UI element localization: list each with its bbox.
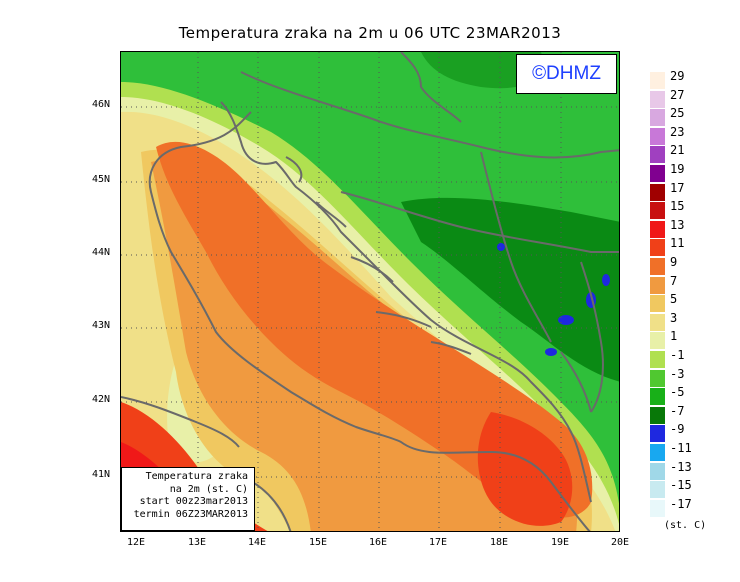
- cold-spot-5: [497, 243, 505, 251]
- legend-label: -9: [670, 422, 685, 437]
- lon-label-16e: 16E: [368, 537, 388, 548]
- legend-label: 13: [670, 217, 685, 232]
- legend-label: -15: [670, 478, 692, 493]
- map-title: Temperatura zraka na 2m u 06 UTC 23MAR20…: [178, 24, 562, 42]
- coastlines: [121, 52, 619, 531]
- legend-label: -13: [670, 459, 692, 474]
- info-line-4: termin 06Z23MAR2013: [133, 508, 248, 520]
- legend-swatch: [650, 258, 665, 275]
- legend-label: 3: [670, 310, 678, 325]
- lon-label-14e: 14E: [247, 537, 267, 548]
- legend-swatch: [650, 202, 665, 220]
- lon-label-15e: 15E: [308, 537, 328, 548]
- cold-spot-4: [602, 274, 610, 286]
- legend-swatch: [650, 406, 665, 424]
- lon-label-13e: 13E: [187, 537, 207, 548]
- legend-swatch: [650, 351, 665, 368]
- cold-spot-1: [558, 315, 574, 325]
- graticule: [121, 52, 619, 531]
- lat-label-44n: 44N: [92, 247, 111, 258]
- dhmz-logo: ©DHMZ: [516, 54, 617, 94]
- info-box: Temperatura zraka na 2m (st. C) start 00…: [121, 467, 255, 531]
- lon-label-12e: 12E: [126, 537, 146, 548]
- legend-swatch: [650, 499, 665, 517]
- map-canvas: [121, 52, 619, 531]
- legend-swatch: [650, 295, 665, 313]
- legend-swatch: [650, 165, 665, 182]
- legend-swatch: [650, 109, 665, 127]
- legend-swatch: [650, 183, 665, 201]
- legend-unit: (st. C): [664, 520, 707, 531]
- legend-swatch: [650, 332, 665, 350]
- legend-swatch: [650, 388, 665, 406]
- legend-label: -11: [670, 441, 692, 455]
- info-line-1: Temperatura zraka: [145, 471, 248, 482]
- legend-swatch: [650, 313, 665, 331]
- legend-label: 29: [670, 69, 685, 83]
- lat-label-43n: 43N: [92, 320, 111, 331]
- legend-swatch: [650, 90, 665, 108]
- legend-swatch: [650, 369, 665, 387]
- temperature-map: [120, 51, 620, 532]
- legend-swatch: [650, 444, 665, 461]
- lon-label-20e: 20E: [610, 537, 630, 548]
- lat-label-41n: 41N: [92, 469, 111, 480]
- legend-label: 11: [670, 236, 685, 251]
- legend-label: 7: [670, 273, 678, 288]
- legend-label: 25: [670, 106, 685, 121]
- legend-label: 9: [670, 255, 678, 269]
- legend-label: 21: [670, 143, 685, 158]
- legend-label: 23: [670, 124, 685, 139]
- hot-spot-south: [477, 412, 573, 526]
- legend-label: 19: [670, 162, 685, 176]
- legend-swatch: [650, 220, 665, 238]
- legend-label: 17: [670, 180, 685, 195]
- lat-label-45n: 45N: [92, 174, 111, 185]
- legend-label: -1: [670, 348, 685, 362]
- legend-swatch: [650, 127, 665, 145]
- legend-label: 15: [670, 199, 685, 214]
- legend-swatch: [650, 481, 665, 499]
- legend-swatch: [650, 425, 665, 443]
- legend-label: 5: [670, 292, 678, 307]
- legend-label: -5: [670, 385, 685, 400]
- legend-swatch: [650, 276, 665, 294]
- legend-swatch: [650, 462, 665, 480]
- lon-label-19e: 19E: [550, 537, 570, 548]
- adriatic-warm: [156, 141, 593, 518]
- cold-spot-3: [545, 348, 557, 356]
- legend-label: -7: [670, 403, 685, 418]
- legend-swatch: [650, 239, 665, 257]
- legend-label: -17: [670, 496, 692, 511]
- info-line-3: start 00z23mar2013: [139, 496, 248, 507]
- legend-label: 27: [670, 87, 685, 102]
- legend-swatch: [650, 72, 665, 89]
- north-dark-green: [421, 52, 543, 89]
- inland-dark-green: [401, 197, 619, 382]
- lat-label-46n: 46N: [92, 99, 111, 110]
- legend-swatch: [650, 146, 665, 164]
- lat-label-42n: 42N: [92, 394, 111, 405]
- legend-label: 1: [670, 329, 678, 344]
- legend-label: -3: [670, 366, 685, 381]
- lon-label-17e: 17E: [428, 537, 448, 548]
- lon-label-18e: 18E: [489, 537, 509, 548]
- info-line-2: na 2m (st. C): [169, 483, 248, 495]
